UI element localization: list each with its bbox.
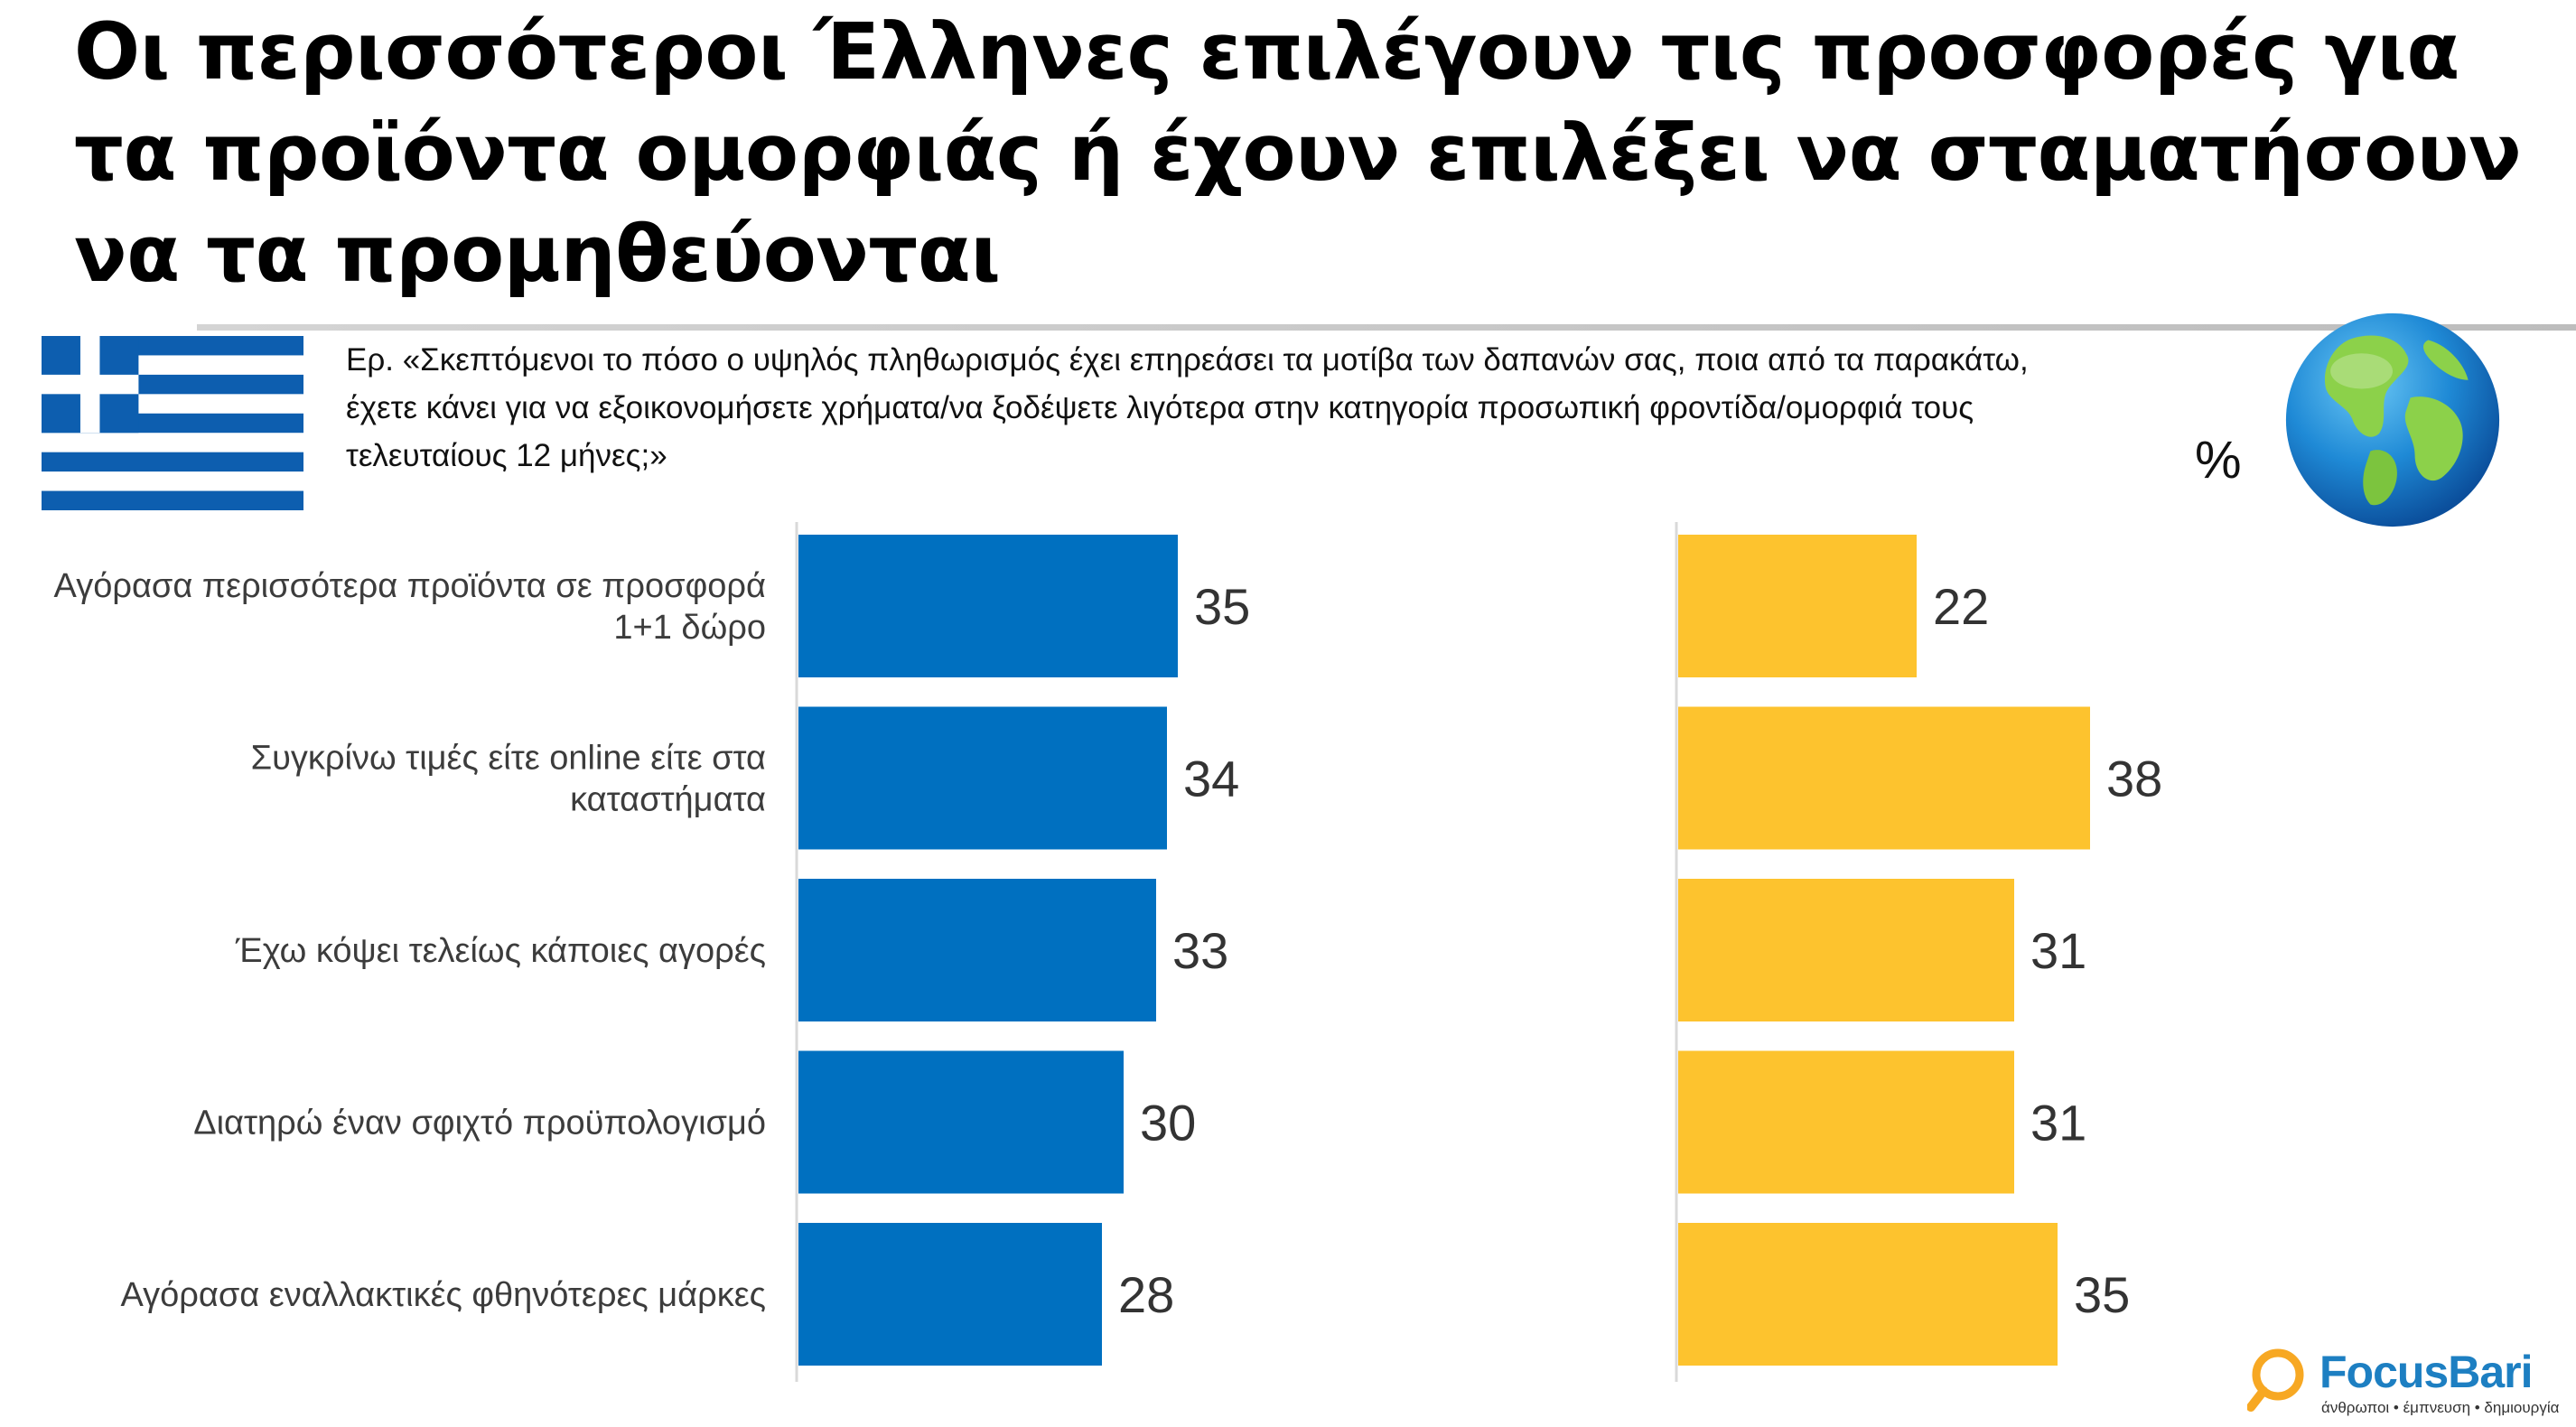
category-label-line: Διατηρώ έναν σφιχτό προϋπολογισμό bbox=[193, 1105, 766, 1143]
data-label-series-1: 34 bbox=[1183, 751, 1239, 807]
category-label-line: Αγόρασα περισσότερα προϊόντα σε προσφορά bbox=[54, 567, 766, 605]
data-label-series-1: 33 bbox=[1172, 922, 1228, 979]
category-label: Διατηρώ έναν σφιχτό προϋπολογισμό bbox=[193, 1105, 766, 1143]
globe-icon bbox=[2285, 312, 2500, 527]
focusbari-logo bbox=[2247, 1348, 2304, 1412]
bar-series-1 bbox=[798, 1223, 1102, 1366]
data-label-series-2: 31 bbox=[2030, 1095, 2086, 1152]
data-label-series-2: 35 bbox=[2074, 1266, 2130, 1323]
page-title: Οι περισσότεροι Έλληνες επιλέγουν τις πρ… bbox=[74, 7, 2522, 300]
bar-series-1 bbox=[798, 1050, 1124, 1194]
brand-tagline: άνθρωποι • έμπνευση • δημιουργία bbox=[2321, 1399, 2560, 1416]
data-label-series-2: 22 bbox=[1933, 578, 1989, 635]
title-divider bbox=[197, 324, 2576, 331]
bar-series-2 bbox=[1678, 535, 1917, 677]
category-label-line: 1+1 δώρο bbox=[613, 609, 766, 647]
bar-series-1 bbox=[798, 535, 1178, 677]
data-label-series-2: 31 bbox=[2030, 922, 2086, 979]
survey-question: Ερ. «Σκεπτόμενοι το πόσο ο υψηλός πληθωρ… bbox=[346, 342, 2029, 473]
category-label-line: Έχω κόψει τελείως κάποιες αγορές bbox=[235, 932, 766, 970]
category-label-line: καταστήματα bbox=[570, 781, 766, 819]
bar-series-2 bbox=[1678, 879, 2014, 1021]
brand-name: FocusBari bbox=[2319, 1347, 2534, 1397]
bar-series-2 bbox=[1678, 706, 2090, 850]
data-label-series-1: 28 bbox=[1118, 1266, 1174, 1323]
bar-series-2 bbox=[1678, 1223, 2058, 1366]
bar-series-2 bbox=[1678, 1050, 2014, 1194]
category-label: Έχω κόψει τελείως κάποιες αγορές bbox=[235, 932, 766, 970]
category-label-line: Αγόρασα εναλλακτικές φθηνότερες μάρκες bbox=[120, 1276, 766, 1314]
category-label: Αγόρασα εναλλακτικές φθηνότερες μάρκες bbox=[120, 1276, 766, 1314]
data-label-series-2: 38 bbox=[2106, 751, 2162, 807]
category-label: Συγκρίνω τιμές είτε online είτε στα κατασ… bbox=[251, 740, 766, 819]
data-label-series-1: 30 bbox=[1140, 1095, 1196, 1152]
bar-series-1 bbox=[798, 879, 1156, 1021]
unit-label: % bbox=[2195, 431, 2242, 490]
greek-flag-icon bbox=[42, 336, 303, 510]
category-label-line: Συγκρίνω τιμές είτε online είτε στα bbox=[251, 740, 766, 778]
bar-series-1 bbox=[798, 706, 1167, 850]
data-label-series-1: 35 bbox=[1194, 578, 1250, 635]
category-label: Αγόρασα περισσότερα προϊόντα σε προσφορά… bbox=[54, 567, 766, 647]
